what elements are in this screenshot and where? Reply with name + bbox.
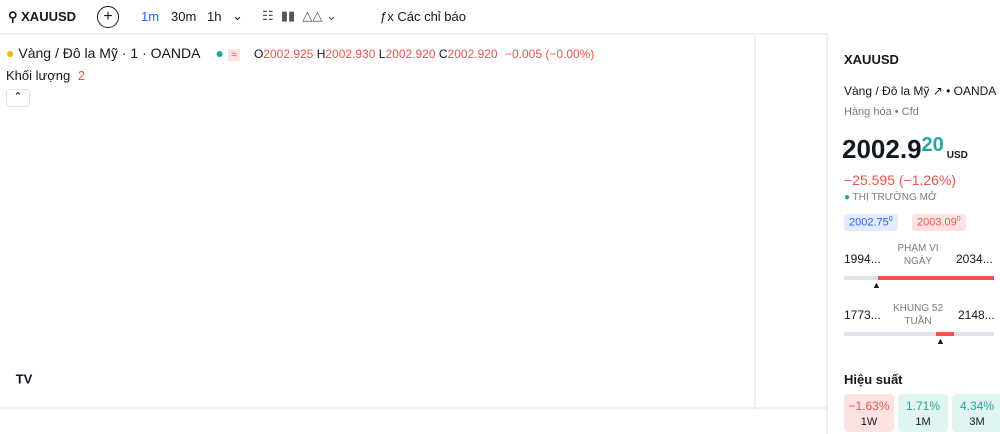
interval[interactable]: 1m [141, 9, 160, 24]
dot: ● [215, 45, 225, 61]
perf-title: Hiệu suất [844, 372, 903, 387]
day-range-bar [844, 276, 994, 280]
perf-value: −1.63% [848, 399, 890, 413]
ask-main: 2003.09 [917, 216, 957, 229]
logo: TV [16, 371, 33, 386]
o: 2002.925 [263, 47, 314, 61]
bid-sup: 0 [888, 216, 893, 223]
side-panel: XAUUSD Vàng / Đô la Mỹ ↗ • OANDA Hàng hó… [830, 34, 1000, 434]
l: 2002.920 [385, 47, 436, 61]
perf-value: 1.71% [905, 399, 941, 413]
perf-cell: −1.63% 1W [844, 394, 894, 432]
change: −0.005 (−0.00%) [504, 47, 595, 61]
price-main: 2002.9 [842, 134, 922, 164]
badge: ≈ [228, 49, 241, 61]
wk-low: 1773... [844, 308, 881, 322]
wk-label: KHUNG 52 TUẦN [892, 303, 943, 327]
volume-title: Khối lượng [6, 68, 71, 83]
day-label: PHẠM VI NGÀY [897, 243, 939, 267]
perf-period: 1M [915, 416, 931, 428]
chart: TV [0, 33, 828, 434]
chart-tools[interactable]: ☷ ▮▮ △△ ⌄ [262, 8, 337, 23]
exchange: OANDA [953, 84, 997, 98]
volume-value: 2 [77, 68, 86, 83]
dropdown[interactable]: ⌄ [232, 8, 243, 23]
status: THỊ TRƯỜNG MỞ [852, 192, 937, 203]
ohlc: O2002.925 H2002.930 L2002.920 C2002.920 … [254, 47, 594, 61]
add-button[interactable]: + [97, 6, 119, 28]
perf-value: 4.34% [959, 399, 995, 413]
ask: 2003.090 [912, 214, 966, 231]
name: Vàng / Đô la Mỹ [844, 84, 930, 98]
currency: USD [946, 150, 968, 161]
wk-range-bar [844, 332, 994, 336]
l-key: L [378, 47, 386, 61]
symbol: XAUUSD [21, 9, 77, 24]
day-high: 2034... [956, 252, 993, 266]
day-low: 1994... [844, 252, 881, 266]
c: 2002.920 [447, 47, 498, 61]
legend: ● Vàng / Đô la Mỹ · 1 · OANDA ● ≈ O2002.9… [6, 45, 594, 61]
symbol-search[interactable]: ⚲ XAUUSD [8, 9, 77, 24]
bid: 2002.750 [844, 214, 898, 231]
perf-period: 3M [969, 416, 985, 428]
logo-bg [10, 368, 38, 392]
indicators[interactable]: ƒx Các chỉ báo [380, 9, 466, 24]
price: 2002.920 USD [842, 134, 968, 165]
collapse[interactable]: ⌃ [6, 89, 30, 107]
name-row: Vàng / Đô la Mỹ ↗ • OANDA [844, 84, 997, 98]
change: −25.595 (−1.26%) [844, 172, 957, 188]
price-frac: 20 [921, 134, 944, 156]
volume-legend: Khối lượng 2 [6, 68, 85, 83]
series-name: Vàng / Đô la Mỹ · 1 · OANDA [18, 45, 200, 61]
h-key: H [316, 47, 326, 61]
icon: ● [6, 45, 15, 61]
perf-cell: 1.71% 1M [898, 394, 948, 432]
category: Hàng hóa • Cfd [844, 106, 919, 118]
wk-high: 2148... [958, 308, 995, 322]
panel-symbol: XAUUSD [844, 52, 899, 67]
c-key: C [438, 47, 448, 61]
bid-main: 2002.75 [849, 216, 889, 229]
h: 2002.930 [325, 47, 376, 61]
ask-sup: 0 [956, 216, 961, 223]
perf-period: 1W [860, 416, 878, 428]
day-marker: ▲ [872, 280, 881, 290]
perf-cell: 4.34% 3M [952, 394, 1000, 432]
wk-marker: ▲ [936, 336, 945, 346]
indicators-label: Các chỉ báo [397, 9, 466, 24]
status-row: ● THỊ TRƯỜNG MỞ [844, 192, 937, 203]
interval[interactable]: 1h [207, 9, 222, 24]
interval[interactable]: 30m [171, 9, 197, 24]
o-key: O [253, 47, 264, 61]
